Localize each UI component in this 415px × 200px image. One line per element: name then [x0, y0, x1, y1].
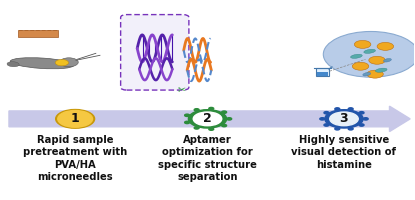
Circle shape [324, 112, 329, 114]
Circle shape [354, 40, 371, 48]
Polygon shape [36, 30, 39, 36]
Circle shape [56, 110, 95, 128]
Text: 1: 1 [71, 112, 80, 125]
Circle shape [194, 127, 199, 129]
Circle shape [352, 62, 369, 70]
Circle shape [363, 118, 368, 120]
FancyBboxPatch shape [121, 15, 189, 90]
FancyBboxPatch shape [317, 72, 328, 76]
Circle shape [359, 112, 364, 114]
Circle shape [209, 128, 214, 130]
Circle shape [348, 108, 353, 110]
Ellipse shape [363, 72, 371, 76]
Ellipse shape [10, 58, 74, 69]
Text: 2: 2 [203, 112, 212, 125]
Circle shape [323, 31, 415, 77]
Circle shape [185, 114, 190, 116]
Text: Rapid sample
pretreatment with
PVA/HA
microneedles: Rapid sample pretreatment with PVA/HA mi… [23, 135, 127, 182]
Text: 3: 3 [340, 112, 348, 125]
Circle shape [348, 128, 353, 130]
Ellipse shape [383, 59, 391, 62]
Circle shape [185, 121, 190, 124]
Circle shape [193, 112, 222, 126]
Text: Highly sensitive
visual detection of
histamine: Highly sensitive visual detection of his… [291, 135, 396, 170]
Circle shape [227, 118, 232, 120]
Circle shape [55, 59, 68, 66]
Circle shape [222, 111, 227, 113]
Circle shape [209, 107, 214, 110]
Ellipse shape [364, 49, 376, 53]
Circle shape [324, 124, 329, 126]
Circle shape [367, 70, 383, 78]
Polygon shape [19, 30, 22, 36]
FancyArrow shape [9, 106, 410, 132]
Polygon shape [48, 30, 51, 36]
Ellipse shape [60, 58, 78, 67]
FancyBboxPatch shape [316, 68, 329, 76]
Polygon shape [42, 30, 45, 36]
Circle shape [222, 124, 227, 127]
Circle shape [330, 112, 358, 126]
Circle shape [377, 42, 393, 50]
Ellipse shape [7, 62, 19, 67]
Text: ✂: ✂ [178, 84, 186, 94]
Circle shape [320, 118, 325, 120]
Ellipse shape [351, 54, 362, 58]
Circle shape [194, 109, 199, 111]
Circle shape [335, 128, 340, 130]
Polygon shape [31, 30, 34, 36]
Text: Aptamer
optimization for
specific structure
separation: Aptamer optimization for specific struct… [158, 135, 257, 182]
Circle shape [369, 56, 386, 64]
Polygon shape [25, 30, 28, 36]
Ellipse shape [376, 68, 387, 72]
Circle shape [58, 111, 93, 127]
Circle shape [335, 108, 340, 110]
Circle shape [359, 124, 364, 126]
Circle shape [325, 110, 363, 128]
Polygon shape [54, 30, 57, 36]
FancyBboxPatch shape [18, 30, 58, 37]
Circle shape [188, 110, 227, 128]
